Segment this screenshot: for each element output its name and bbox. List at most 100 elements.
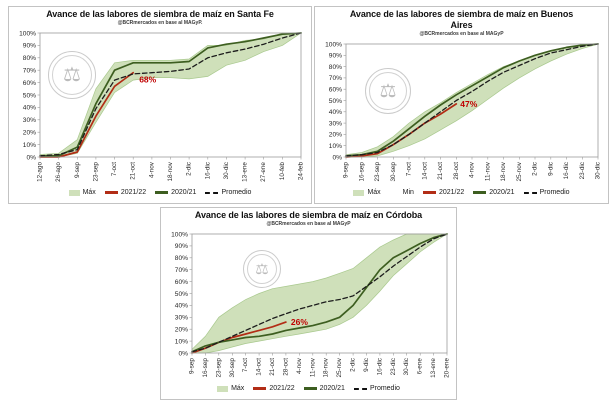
x-tick-label: 26-ago [55,162,62,182]
legend-swatch-line-red-icon [253,387,267,390]
y-tick-label: 20% [23,130,36,137]
x-tick-label: 28-oct [282,358,289,376]
y-tick-label: 50% [23,92,36,99]
chart-title-cordoba: Avance de las labores de siembra de maíz… [194,210,423,220]
legend-swatch-band-icon [353,189,365,196]
y-tick-label: 40% [175,303,188,310]
chart-panel-cordoba: Avance de las labores de siembra de maíz… [160,207,457,400]
legend-item-2020-21: 2020/21 [303,385,345,392]
y-tick-label: 60% [175,279,188,286]
santa-fe-plot: 68% 0% 10% 20% 30% 40% 50% 60% 70% 80% 90% 100% 12-a… [19,30,304,182]
x-tick-label: 16-dic [204,161,211,179]
legend-swatch-line-green-icon [473,191,487,194]
legend-label: 2021/22 [120,189,147,196]
legend-swatch-band-icon [68,189,80,196]
chart-panel-buenos-aires: Avance de las labores de siembra de maíz… [314,6,609,204]
legend-label: Promedio [369,385,400,392]
x-tick-label: 14-oct [256,358,263,376]
series-line-Promedio [39,32,302,157]
legend-label: 2020/21 [489,189,515,196]
series-end-label: 68% [139,75,156,85]
x-tick-label: 16-dic [563,161,570,179]
x-tick-label: 14-oct [421,162,428,180]
x-tick-label: 4-nov [296,357,303,374]
minmax-band [39,32,303,158]
legend-item-2021-22: 2021/22 [104,189,147,196]
legend-item-promedio: Promedio [523,189,570,196]
legend-swatch-line-red-icon [422,191,436,194]
y-tick-label: 20% [329,132,342,139]
x-tick-label: 9-sep [189,358,196,374]
chart-title-buenos-aires: Avance de las labores de siembra de maíz… [349,9,574,30]
x-tick-label: 18-nov [323,357,330,377]
x-tick-label: 9-dic [363,357,370,372]
legend-label: Máx [367,189,381,196]
x-tick-label: 2-dic [186,161,193,176]
minmax-band [191,233,449,354]
cordoba-plot: 26% 0% 10% 20% 30% 40% 50% 60% 70% 80% 90% 100% 9-se… [171,231,451,378]
legend-swatch-dashed-icon [353,387,367,390]
legend-item-2020-21: 2020/21 [155,189,196,196]
y-tick-label: 70% [329,75,342,82]
y-tick-label: 30% [329,120,342,127]
legend-item-2020-21: 2020/21 [473,189,515,196]
legend-label: 2021/22 [269,385,295,392]
x-tick-label: 9-sep [343,162,350,178]
y-tick-label: 30% [23,117,36,124]
bcr-seal-watermark: ⚖ [48,51,96,99]
x-tick-label: 30-sep [229,358,236,378]
x-tick-label: 16-sep [358,162,365,182]
series-line-Promedio [345,43,599,157]
x-tick-label: 23-sep [374,162,381,182]
x-tick-label: 30-dic [403,357,410,375]
series-line-2020-21 [39,32,302,157]
y-tick-label: 60% [329,87,342,94]
x-tick-label: 30-dic [223,161,230,179]
y-tick-label: 50% [329,98,342,105]
chart-subtitle-cordoba: @BCRmercados en base al MAGyP [266,221,351,227]
legend-swatch-line-green-icon [303,387,317,390]
x-tick-label: 20-ene [444,358,451,378]
y-tick-label: 50% [175,291,188,298]
plot-wrapper-buenos-aires: ⚖ 47% 0% 10% 20% 30% 40% 50% 60% 70% 80% 90% 100% 9-… [317,38,608,187]
legend-item-promedio: Promedio [353,385,400,392]
chart-title-santa-fe: Avance de las labores de siembra de maíz… [46,9,274,19]
x-tick-label: 2-dic [350,357,357,372]
chart-panel-santa-fe: Avance de las labores de siembra de maíz… [8,6,312,204]
y-tick-label: 10% [329,143,342,150]
x-tick-label: 9-sep [74,162,81,178]
y-tick-label: 0% [178,350,188,357]
plot-wrapper-santa-fe: ⚖ 68% 0% 10% 20% 30% 40% 50% 60% 70% 80% 90% 100% 12… [11,27,311,187]
legend-buenos-aires: Máx Min 2021/22 2020/21 Promedio [315,187,608,198]
legend-item-máx: Máx [217,385,244,392]
x-tick-label: 7-oct [406,162,413,176]
y-tick-label: 100% [19,30,36,37]
y-tick-label: 90% [175,243,188,250]
y-tick-label: 40% [23,105,36,112]
y-tick-label: 10% [23,142,36,149]
x-tick-label: 11-nov [309,357,316,377]
y-tick-label: 0% [332,154,342,161]
legend-swatch-dashed-icon [523,191,537,194]
x-tick-label: 23-sep [215,358,222,378]
series-line-Promedio [191,233,448,353]
legend-swatch-band-icon [217,385,229,392]
bcr-seal-watermark: ⚖ [243,250,281,288]
y-tick-label: 20% [175,327,188,334]
y-tick-label: 80% [329,64,342,71]
x-tick-label: 30-dic [595,161,602,179]
legend-swatch-line-red-icon [104,191,118,194]
legend-item-máx: Máx [353,189,381,196]
buenos-aires-plot: 47% 0% 10% 20% 30% 40% 50% 60% 70% 80% 90% 100% 9-se… [325,41,602,182]
legend-item-máx: Máx [68,189,96,196]
series-line-2020-21 [345,43,599,157]
y-tick-label: 90% [329,53,342,60]
y-tick-label: 90% [23,43,36,50]
legend-label: 2020/21 [319,385,345,392]
x-tick-label: 4-nov [469,161,476,178]
bcr-seal-watermark: ⚖ [365,68,411,114]
chart-subtitle-santa-fe: @BCRmercados en base al MAGyP. [117,20,203,26]
y-tick-label: 80% [175,255,188,262]
x-tick-label: 18-nov [167,161,174,181]
y-tick-label: 70% [175,267,188,274]
